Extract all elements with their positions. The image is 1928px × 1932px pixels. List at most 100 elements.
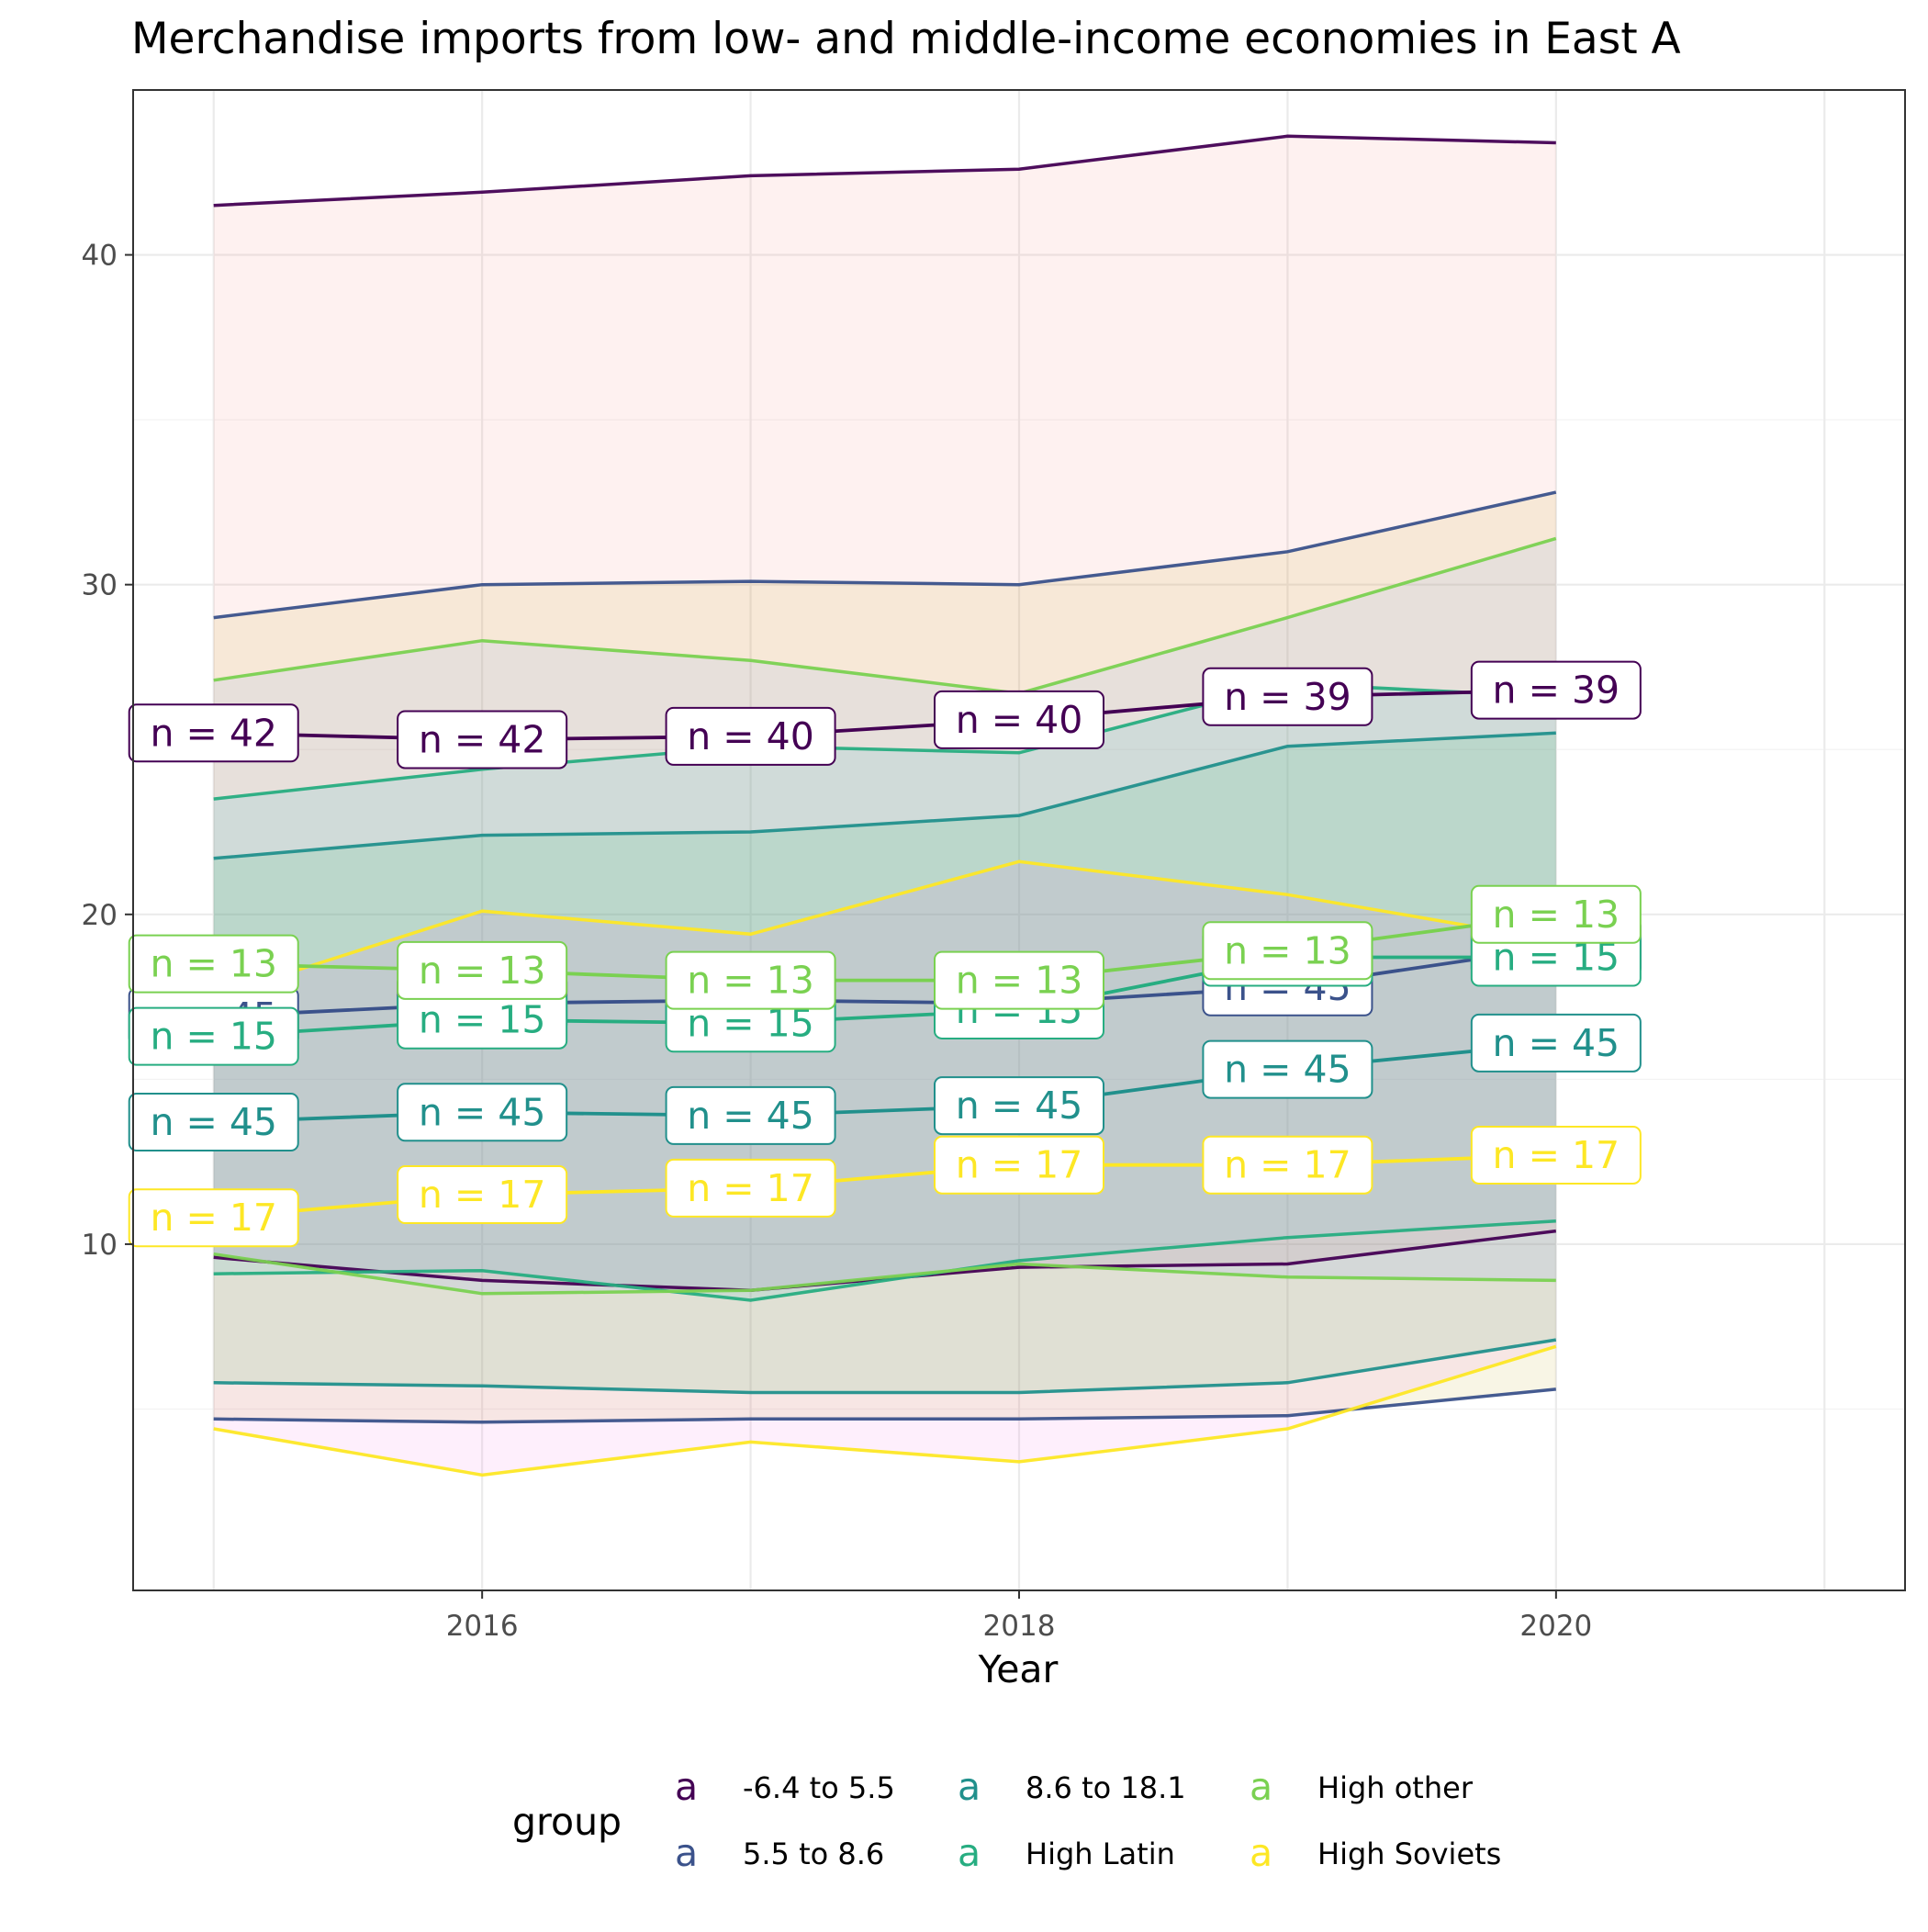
legend-label: High Soviets (1317, 1837, 1501, 1871)
ribbon-band (213, 733, 1556, 1393)
lower-bound-line (213, 1338, 1557, 1395)
point-label-box (934, 1076, 1104, 1136)
point-label-text: n = 13 (150, 942, 277, 986)
point-label-text: n = 40 (956, 698, 1083, 742)
point-label: n = 39 (1470, 660, 1642, 720)
legend-label: High Latin (1026, 1837, 1175, 1871)
point-label: n = 17 (934, 1135, 1104, 1195)
point-label: n = 13 (934, 950, 1104, 1010)
point-label-text: n = 17 (687, 1166, 814, 1210)
point-label-box (665, 950, 836, 1010)
point-label-text: n = 39 (1493, 668, 1620, 713)
point-label: n = 45 (1470, 1013, 1642, 1073)
point-label: n = 13 (397, 940, 568, 1000)
point-label: n = 17 (1470, 1125, 1642, 1185)
upper-bound-line (213, 490, 1557, 620)
point-label: n = 17 (1202, 1135, 1373, 1195)
point-label-box (1202, 1135, 1373, 1195)
point-label-text: n = 39 (1224, 675, 1351, 719)
y-tick-label: 20 (82, 899, 118, 932)
point-label: n = 42 (128, 703, 299, 763)
point-label-box (128, 934, 299, 994)
point-label: n = 45 (665, 1085, 836, 1145)
point-label-text: n = 45 (419, 1090, 546, 1134)
x-tick-label: 2018 (983, 1610, 1056, 1643)
point-label-text: n = 13 (419, 949, 546, 993)
point-label-box (934, 690, 1104, 749)
point-labels: n = 42 n = 42 n = 40 n = 40 n = 39 n = 39 n = … (128, 660, 1642, 1248)
point-label: n = 45 (1202, 1039, 1373, 1099)
lower-lines (213, 1219, 1557, 1477)
point-label-text: n = 17 (419, 1173, 546, 1217)
point-label-box (1470, 1125, 1642, 1185)
point-label-box (1470, 1013, 1642, 1073)
legend: group a -6.4 to 5.5 a 5.5 to 8.6 a 8.6 to 18.… (512, 1765, 1501, 1875)
legend-key: a (675, 1765, 698, 1809)
lower-bound-line (213, 1344, 1557, 1477)
upper-bound-line (213, 536, 1557, 695)
point-label-text: n = 13 (1493, 893, 1620, 937)
x-tick-label: 2020 (1519, 1610, 1592, 1643)
point-label-text: n = 17 (956, 1143, 1083, 1187)
lower-bound-line (213, 1229, 1557, 1292)
y-tick-label: 30 (82, 569, 118, 602)
point-label-box (1202, 921, 1373, 981)
point-label-box (1202, 667, 1373, 726)
point-label: n = 17 (128, 1188, 299, 1248)
legend-label: High other (1317, 1770, 1474, 1805)
legend-label: 5.5 to 8.6 (743, 1837, 884, 1871)
legend-key: a (675, 1831, 698, 1875)
point-label-text: n = 40 (687, 714, 814, 758)
point-label: n = 45 (934, 1076, 1104, 1136)
point-label: n = 13 (1202, 921, 1373, 981)
point-label: n = 45 (128, 1093, 299, 1152)
point-label: n = 13 (665, 950, 836, 1010)
legend-key: a (1250, 1765, 1272, 1809)
point-label: n = 15 (128, 1006, 299, 1066)
point-label-text: n = 42 (419, 717, 546, 761)
point-label-text: n = 13 (687, 959, 814, 1003)
point-label-text: n = 17 (150, 1196, 277, 1240)
point-label-box (1470, 884, 1642, 944)
legend-key: a (958, 1831, 981, 1875)
point-label-text: n = 45 (150, 1100, 277, 1144)
upper-bound-line (213, 134, 1556, 208)
point-label: n = 40 (665, 706, 836, 766)
legend-label: -6.4 to 5.5 (743, 1770, 895, 1805)
point-label: n = 39 (1202, 667, 1373, 726)
upper-bound-line (213, 731, 1556, 860)
point-label-box (128, 1006, 299, 1066)
point-label-box (934, 1135, 1104, 1195)
point-label: n = 17 (397, 1165, 568, 1225)
legend-title: group (512, 1800, 622, 1844)
point-label-box (665, 1085, 836, 1145)
x-axis: 2016 2018 2020 (446, 1590, 1592, 1643)
lower-bound-line (213, 1252, 1556, 1296)
point-label: n = 42 (397, 710, 568, 769)
legend-label: 8.6 to 18.1 (1026, 1770, 1186, 1805)
point-label-box (128, 1093, 299, 1152)
point-label-text: n = 17 (1224, 1143, 1351, 1187)
lower-bound-line (213, 1387, 1556, 1424)
point-label-text: n = 45 (687, 1094, 814, 1138)
x-tick-label: 2016 (446, 1610, 519, 1643)
point-label: n = 15 (397, 990, 568, 1050)
point-label-text: n = 45 (1493, 1021, 1620, 1065)
point-label-box (1470, 660, 1642, 720)
point-label-box (934, 950, 1104, 1010)
point-label-text: n = 45 (1224, 1048, 1351, 1092)
lower-bound-line (213, 1219, 1556, 1302)
point-label-box (397, 1083, 568, 1142)
point-label-text: n = 17 (1493, 1133, 1620, 1177)
legend-items: a -6.4 to 5.5 a 5.5 to 8.6 a 8.6 to 18.1 a High… (675, 1765, 1501, 1875)
y-tick-label: 40 (82, 240, 118, 273)
legend-key: a (958, 1765, 981, 1809)
point-label: n = 17 (665, 1158, 836, 1218)
point-label-box (665, 706, 836, 766)
point-label: n = 13 (1470, 884, 1642, 944)
point-label-text: n = 15 (150, 1015, 277, 1059)
point-label-box (397, 940, 568, 1000)
chart-title: Merchandise imports from low- and middle… (131, 14, 1681, 64)
